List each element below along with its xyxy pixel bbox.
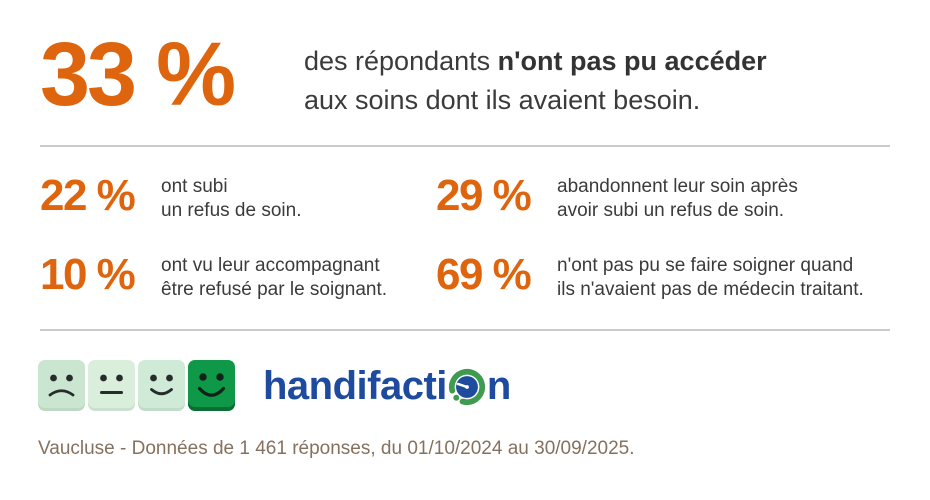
stats-grid: 22 % ont subi un refus de soin. 29 % aba… [0, 147, 930, 301]
hero-headline-normal: des répondants [304, 46, 498, 76]
stat-percentage: 22 % [40, 171, 136, 220]
wordmark-text-left: handifacti [263, 363, 447, 408]
stat-percentage: 29 % [436, 171, 532, 220]
stat-sans-medecin-traitant: 69 % n'ont pas pu se faire soigner quand… [436, 250, 890, 301]
smiley-scale [38, 360, 235, 411]
stat-percentage: 69 % [436, 250, 532, 299]
stat-description: n'ont pas pu se faire soigner quand ils … [557, 252, 864, 301]
hero-headline-line2: aux soins dont ils avaient besoin. [304, 85, 701, 115]
wordmark-text-right: n [486, 363, 511, 408]
big-smile-face-icon [188, 360, 235, 411]
gauge-o-icon [448, 368, 485, 406]
separator-top [40, 145, 890, 147]
stat-description: abandonnent leur soin après avoir subi u… [557, 173, 798, 222]
stat-description-line2: un refus de soin. [161, 199, 302, 221]
handifaction-wordmark: handifacti n [263, 365, 511, 406]
stat-description-line2: être refusé par le soignant. [161, 278, 388, 300]
hero-section: 33 % des répondants n'ont pas pu accéder… [0, 0, 930, 120]
handifaction-logo: handifacti n [38, 360, 890, 411]
stat-refus-de-soin: 22 % ont subi un refus de soin. [40, 171, 436, 222]
stat-description-line2: ils n'avaient pas de médecin traitant. [557, 278, 864, 300]
stat-description-line2: avoir subi un refus de soin. [557, 199, 785, 221]
separator-bottom [40, 329, 890, 331]
stat-description: ont vu leur accompagnant être refusé par… [161, 252, 387, 301]
hero-headline-bold: n'ont pas pu accéder [497, 46, 767, 76]
hero-headline: des répondants n'ont pas pu accéder aux … [304, 30, 767, 120]
neutral-face-icon [88, 360, 135, 411]
slight-smile-face-icon [138, 360, 185, 411]
stat-accompagnant-refuse: 10 % ont vu leur accompagnant être refus… [40, 250, 436, 301]
stat-percentage: 10 % [40, 250, 136, 299]
stat-description-line1: n'ont pas pu se faire soigner quand [557, 255, 854, 276]
stat-description-line1: ont vu leur accompagnant [161, 255, 380, 276]
stat-description: ont subi un refus de soin. [161, 173, 301, 222]
hero-headline-line1: des répondants n'ont pas pu accéder [304, 42, 767, 81]
stat-description-line1: ont subi [161, 176, 228, 197]
hero-percentage: 33 % [40, 25, 236, 125]
stat-abandon-soin: 29 % abandonnent leur soin après avoir s… [436, 171, 890, 222]
sad-face-icon [38, 360, 85, 411]
stat-description-line1: abandonnent leur soin après [557, 176, 798, 197]
source-note: Vaucluse - Données de 1 461 réponses, du… [38, 438, 635, 459]
